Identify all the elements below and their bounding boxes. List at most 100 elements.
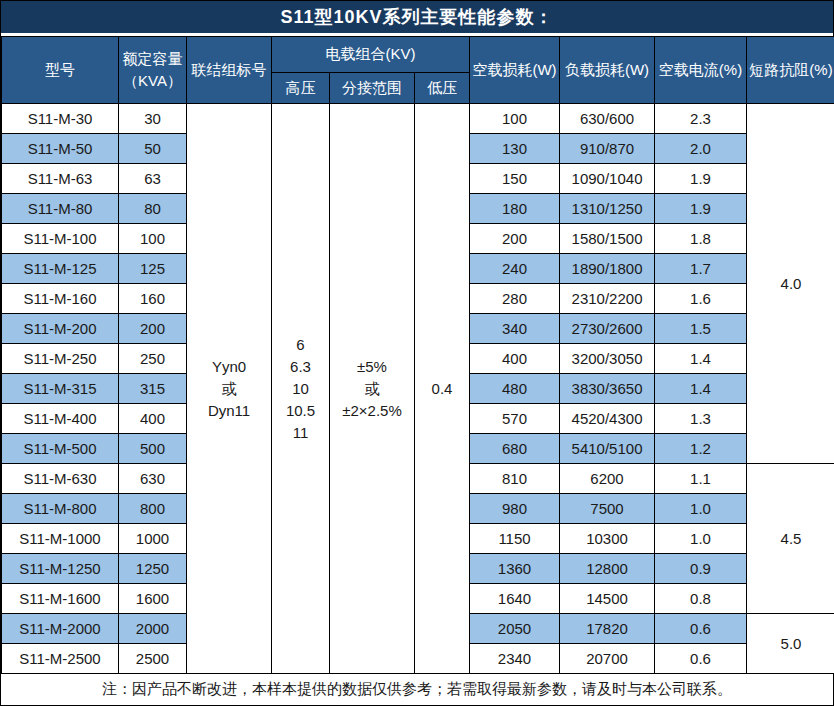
cell-no-load-loss: 100 [470, 104, 560, 134]
cell-no-load-loss: 1640 [470, 584, 560, 614]
cell-capacity: 50 [119, 134, 187, 164]
cell-no-load-current: 2.3 [655, 104, 747, 134]
cell-model: S11-M-50 [2, 134, 119, 164]
cell-model: S11-M-125 [2, 254, 119, 284]
cell-load-loss: 1090/1040 [560, 164, 655, 194]
cell-load-loss: 4520/4300 [560, 404, 655, 434]
cell-model: S11-M-200 [2, 314, 119, 344]
cell-no-load-loss: 2340 [470, 644, 560, 674]
cell-load-loss: 1890/1800 [560, 254, 655, 284]
cell-model: S11-M-800 [2, 494, 119, 524]
cell-no-load-current: 1.6 [655, 284, 747, 314]
cell-impedance: 4.0 [747, 104, 834, 464]
cell-hv: 6 6.3 10 10.5 11 [272, 104, 330, 674]
cell-no-load-current: 1.2 [655, 434, 747, 464]
page-title: S11型10KV系列主要性能参数： [1, 1, 833, 33]
cell-no-load-current: 0.6 [655, 614, 747, 644]
cell-no-load-current: 0.6 [655, 644, 747, 674]
cell-capacity: 30 [119, 104, 187, 134]
cell-capacity: 80 [119, 194, 187, 224]
cell-no-load-loss: 280 [470, 284, 560, 314]
cell-load-loss: 1310/1250 [560, 194, 655, 224]
cell-no-load-current: 1.0 [655, 524, 747, 554]
cell-no-load-current: 1.4 [655, 374, 747, 404]
cell-capacity: 500 [119, 434, 187, 464]
cell-load-loss: 14500 [560, 584, 655, 614]
cell-load-loss: 1580/1500 [560, 224, 655, 254]
cell-capacity: 2500 [119, 644, 187, 674]
cell-impedance: 4.5 [747, 464, 834, 614]
col-header-vector-group: 联结组标号 [187, 37, 272, 104]
cell-capacity: 125 [119, 254, 187, 284]
table-row: S11-M-3030Yyn0 或 Dyn116 6.3 10 10.5 11±5… [2, 104, 834, 134]
cell-capacity: 63 [119, 164, 187, 194]
col-header-lv: 低压 [415, 73, 470, 104]
cell-no-load-loss: 180 [470, 194, 560, 224]
cell-capacity: 800 [119, 494, 187, 524]
cell-no-load-loss: 1150 [470, 524, 560, 554]
cell-no-load-current: 1.4 [655, 344, 747, 374]
cell-capacity: 315 [119, 374, 187, 404]
cell-model: S11-M-30 [2, 104, 119, 134]
cell-model: S11-M-400 [2, 404, 119, 434]
cell-load-loss: 6200 [560, 464, 655, 494]
cell-no-load-current: 0.8 [655, 584, 747, 614]
cell-no-load-loss: 480 [470, 374, 560, 404]
cell-capacity: 250 [119, 344, 187, 374]
col-header-load-loss: 负载损耗(W) [560, 37, 655, 104]
cell-load-loss: 3830/3650 [560, 374, 655, 404]
col-header-voltage-combo: 电载组合(KV) [272, 37, 470, 73]
cell-model: S11-M-63 [2, 164, 119, 194]
cell-model: S11-M-315 [2, 374, 119, 404]
cell-load-loss: 17820 [560, 614, 655, 644]
cell-model: S11-M-80 [2, 194, 119, 224]
spec-sheet: S11型10KV系列主要性能参数： 型号 额定容量 （KVA） 联结组标号 电载… [0, 0, 834, 706]
cell-vector-group: Yyn0 或 Dyn11 [187, 104, 272, 674]
table-body: S11-M-3030Yyn0 或 Dyn116 6.3 10 10.5 11±5… [2, 104, 834, 674]
cell-capacity: 1000 [119, 524, 187, 554]
cell-capacity: 1250 [119, 554, 187, 584]
cell-no-load-current: 1.7 [655, 254, 747, 284]
cell-no-load-current: 1.9 [655, 164, 747, 194]
cell-capacity: 100 [119, 224, 187, 254]
cell-no-load-current: 1.0 [655, 494, 747, 524]
cell-no-load-loss: 810 [470, 464, 560, 494]
cell-model: S11-M-1600 [2, 584, 119, 614]
cell-no-load-current: 1.5 [655, 314, 747, 344]
cell-load-loss: 630/600 [560, 104, 655, 134]
cell-no-load-current: 0.9 [655, 554, 747, 584]
cell-lv: 0.4 [415, 104, 470, 674]
cell-model: S11-M-630 [2, 464, 119, 494]
cell-model: S11-M-2000 [2, 614, 119, 644]
spec-table: 型号 额定容量 （KVA） 联结组标号 电载组合(KV) 空载损耗(W) 负载损… [1, 36, 834, 674]
cell-load-loss: 2730/2600 [560, 314, 655, 344]
cell-no-load-loss: 200 [470, 224, 560, 254]
cell-no-load-current: 2.0 [655, 134, 747, 164]
cell-model: S11-M-1000 [2, 524, 119, 554]
cell-no-load-loss: 1360 [470, 554, 560, 584]
cell-no-load-loss: 130 [470, 134, 560, 164]
footer-note: 注：因产品不断改进，本样本提供的数据仅供参考；若需取得最新参数，请及时与本公司联… [1, 674, 833, 705]
cell-tap-range: ±5% 或 ±2×2.5% [330, 104, 415, 674]
col-header-tap-range: 分接范围 [330, 73, 415, 104]
cell-model: S11-M-250 [2, 344, 119, 374]
cell-load-loss: 20700 [560, 644, 655, 674]
col-header-no-load-current: 空载电流(%) [655, 37, 747, 104]
cell-model: S11-M-500 [2, 434, 119, 464]
cell-load-loss: 910/870 [560, 134, 655, 164]
cell-model: S11-M-100 [2, 224, 119, 254]
cell-no-load-current: 1.8 [655, 224, 747, 254]
cell-model: S11-M-160 [2, 284, 119, 314]
cell-no-load-loss: 150 [470, 164, 560, 194]
cell-load-loss: 12800 [560, 554, 655, 584]
cell-no-load-loss: 980 [470, 494, 560, 524]
cell-load-loss: 7500 [560, 494, 655, 524]
col-header-capacity: 额定容量 （KVA） [119, 37, 187, 104]
cell-no-load-loss: 240 [470, 254, 560, 284]
col-header-no-load-loss: 空载损耗(W) [470, 37, 560, 104]
cell-model: S11-M-2500 [2, 644, 119, 674]
col-header-impedance: 短路抗阻(%) [747, 37, 834, 104]
cell-no-load-loss: 570 [470, 404, 560, 434]
cell-no-load-loss: 340 [470, 314, 560, 344]
cell-capacity: 1600 [119, 584, 187, 614]
